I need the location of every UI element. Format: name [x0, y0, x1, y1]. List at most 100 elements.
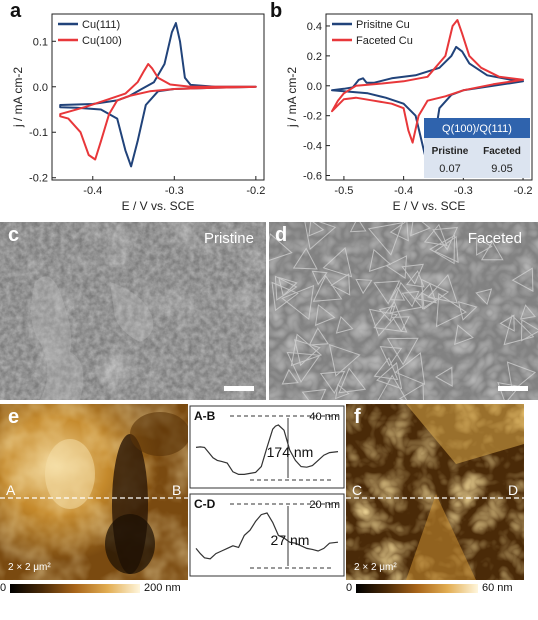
- facet-crystal: [269, 232, 293, 261]
- facet-crystal: [394, 352, 426, 385]
- facet-crystal: [314, 304, 336, 326]
- facet-crystal: [427, 274, 458, 304]
- facet-crystal: [368, 308, 398, 337]
- panel-letter-f: f: [354, 406, 361, 428]
- profile-title: C-D: [194, 497, 216, 511]
- panel-letter-d: d: [275, 224, 288, 246]
- y-tick-label: -0.4: [303, 141, 322, 153]
- facet-crystal: [435, 292, 467, 328]
- facet-crystal: [378, 305, 396, 322]
- y-tick-label: -0.6: [303, 171, 322, 183]
- facet-crystal: [476, 236, 493, 256]
- facet-crystal: [373, 357, 399, 381]
- facet-crystal: [274, 275, 298, 301]
- sem-label-faceted: Faceted: [467, 230, 522, 247]
- facet-crystal: [308, 327, 329, 346]
- facet-crystal: [292, 247, 318, 270]
- facet-crystal: [278, 276, 298, 297]
- sem-image-faceted: d Faceted: [269, 222, 538, 400]
- facet-crystal: [379, 346, 403, 367]
- facet-crystal: [503, 314, 535, 346]
- facet-crystal: [294, 339, 321, 367]
- facet-crystal: [301, 388, 327, 400]
- facet-crystal: [520, 319, 538, 342]
- x-tick-label: -0.3: [454, 185, 473, 197]
- sem-label-pristine: Pristine: [203, 230, 254, 247]
- colorbar-e-min: 0: [0, 582, 7, 594]
- facet-crystal: [423, 223, 448, 247]
- profile-frame: [189, 493, 345, 577]
- facet-crystal: [499, 314, 515, 332]
- facet-crystal: [328, 343, 361, 377]
- marker-a: A: [6, 482, 16, 498]
- profile-curve: [195, 512, 339, 560]
- x-tick-label: -0.4: [83, 185, 102, 197]
- facet-crystal: [335, 315, 354, 334]
- plot-frame: [325, 13, 533, 181]
- facet-crystal: [322, 247, 353, 278]
- x-tick-label: -0.2: [514, 185, 533, 197]
- ratio-table-header: [424, 118, 530, 138]
- afm-image-faceted: f C D 2 × 2 μm²: [346, 404, 524, 580]
- profile-curve: [195, 424, 339, 475]
- facet-crystal: [377, 374, 408, 400]
- facet-crystal: [497, 381, 521, 400]
- y-tick-label: -0.1: [29, 127, 48, 139]
- profile-title: A-B: [194, 409, 216, 423]
- facet-crystal: [311, 270, 328, 286]
- facet-crystal: [385, 255, 408, 279]
- profile-scale-label: 20 nm: [309, 499, 340, 511]
- facet-crystal: [389, 286, 406, 301]
- panel-letter-c: c: [8, 224, 20, 246]
- facet-crystal: [330, 273, 351, 296]
- facet-crystal: [271, 281, 299, 312]
- chart-b: -0.5 -0.4 -0.3 -0.2 -0.6 -0.4 -0.2 0.0 0.2 0.4 E /…: [285, 13, 533, 213]
- facet-crystal: [281, 284, 315, 321]
- facet-crystal: [406, 270, 425, 288]
- y-tick-label: -0.2: [303, 111, 322, 123]
- facet-crystal: [511, 267, 534, 292]
- y-tick-label: 0.2: [307, 51, 322, 63]
- y-tick-label: 0.0: [307, 81, 322, 93]
- facet-crystal: [376, 362, 403, 390]
- panel-letter-b: b: [270, 0, 283, 22]
- y-tick-label: -0.2: [29, 173, 48, 185]
- ratio-table-col: Faceted: [483, 146, 521, 157]
- marker-b: B: [172, 482, 182, 498]
- x-tick-label: -0.5: [334, 185, 353, 197]
- sem-pristine-texture: [0, 222, 266, 400]
- facet-crystal: [373, 300, 408, 333]
- sem-image-pristine: c Pristine: [0, 222, 266, 400]
- ratio-table-title: Q(100)/Q(111): [442, 123, 512, 135]
- facet-crystal: [480, 240, 504, 261]
- colorbar-e-max: 200 nm: [144, 582, 181, 594]
- y-tick-label: 0.4: [307, 21, 322, 33]
- y-axis-label: j / mA cm-2: [11, 67, 25, 128]
- profile-scale-label: 40 nm: [309, 411, 340, 423]
- height-profiles: A-B 40 nm 174 nm C-D 20 nm 27 nm: [189, 405, 345, 577]
- scale-bar-d: [498, 386, 528, 391]
- facet-crystal: [338, 367, 367, 394]
- facet-crystal: [401, 263, 425, 285]
- series-line: [59, 63, 257, 161]
- x-axis-label: E / V vs. SCE: [122, 199, 195, 213]
- colorbar-f-max: 60 nm: [482, 582, 513, 594]
- colorbar-e: [10, 584, 140, 593]
- facet-crystal: [389, 281, 423, 314]
- facet-crystal: [457, 301, 478, 321]
- facet-crystal: [319, 370, 346, 394]
- x-axis-label: E / V vs. SCE: [393, 199, 466, 213]
- scale-bar-c: [224, 386, 254, 391]
- panel-letter-e: e: [8, 406, 20, 428]
- facet-crystal: [519, 304, 536, 320]
- facet-crystal: [434, 366, 453, 387]
- facet-crystal: [434, 235, 459, 264]
- sem-faceted-texture: [269, 222, 538, 400]
- facet-crystal: [334, 383, 350, 400]
- afm-image-pristine: e A B 2 × 2 μm²: [0, 404, 188, 580]
- y-tick-label: 0.1: [33, 36, 48, 48]
- profile-annotation: 174 nm: [267, 444, 314, 460]
- legend-label: Prisitne Cu: [356, 19, 410, 31]
- afm-pristine-map: [0, 404, 188, 580]
- facet-crystal: [432, 226, 459, 251]
